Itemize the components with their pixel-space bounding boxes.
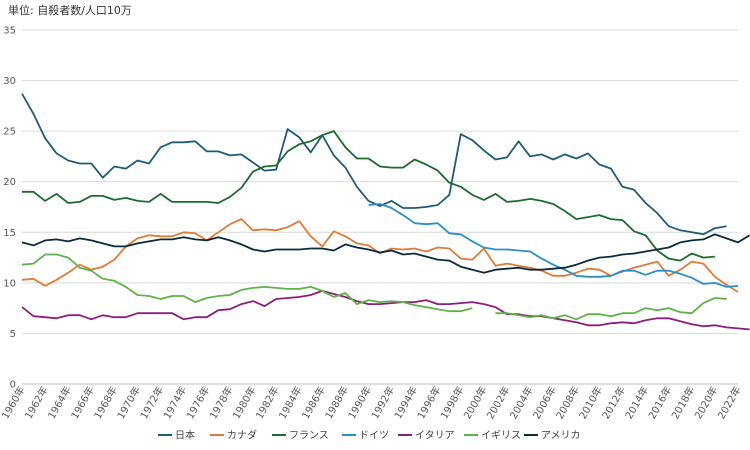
series-lines bbox=[21, 93, 750, 331]
y-tick-label: 25 bbox=[3, 127, 16, 138]
y-tick-label: 10 bbox=[3, 278, 16, 289]
y-tick-label: 5 bbox=[10, 329, 16, 340]
legend-label: カナダ bbox=[227, 429, 257, 442]
legend-label: 日本 bbox=[175, 429, 195, 442]
series-line bbox=[368, 203, 739, 288]
series-line bbox=[22, 130, 715, 262]
legend-label: イギリス bbox=[481, 430, 521, 442]
legend-label: フランス bbox=[289, 430, 329, 442]
series-line bbox=[21, 233, 750, 274]
series-line bbox=[21, 218, 739, 293]
y-tick-label: 20 bbox=[3, 177, 16, 188]
series-line bbox=[21, 93, 727, 236]
series-line bbox=[21, 290, 750, 331]
x-tick-label: 2022年 bbox=[715, 384, 744, 421]
x-axis-ticks: 1960年1962年1964年1966年1968年1970年1972年1974年… bbox=[0, 384, 744, 421]
y-tick-label: 35 bbox=[3, 26, 16, 37]
unit-label: 単位: 自殺者数/人口10万 bbox=[8, 4, 132, 17]
y-tick-label: 30 bbox=[3, 76, 16, 87]
legend-label: イタリア bbox=[415, 430, 455, 442]
y-tick-label: 0 bbox=[10, 380, 16, 391]
y-tick-label: 15 bbox=[3, 228, 16, 239]
gridlines bbox=[22, 29, 738, 385]
legend-label: アメリカ bbox=[541, 430, 581, 442]
y-axis-ticks: 0 5 10 15 20 25 30 35 bbox=[3, 26, 16, 391]
legend-label: ドイツ bbox=[359, 431, 389, 442]
legend: 日本 カナダ フランス ドイツ イタリア イギリス アメリカ bbox=[158, 429, 581, 442]
series-line bbox=[21, 253, 727, 321]
